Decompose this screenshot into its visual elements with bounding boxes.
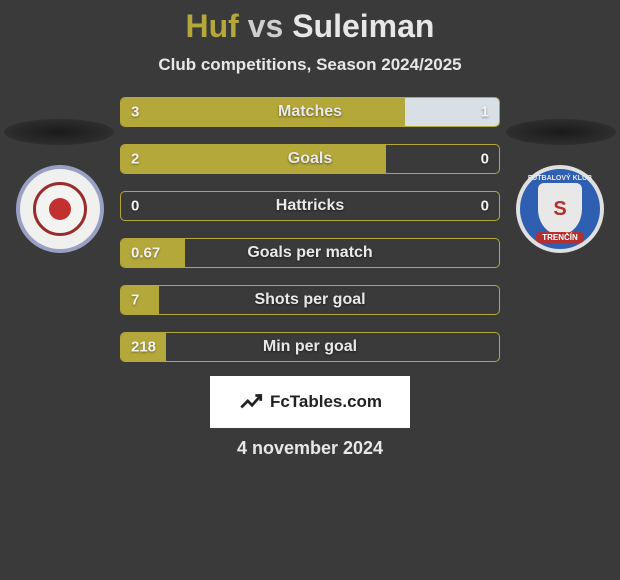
stat-label: Goals per match xyxy=(247,244,372,262)
stat-label: Goals xyxy=(288,150,332,168)
stat-value-right: 0 xyxy=(481,151,489,168)
stat-value-right: 0 xyxy=(481,198,489,215)
player1-name: Huf xyxy=(186,8,239,44)
stat-row: 0.67 Goals per match xyxy=(120,238,500,268)
stat-label: Min per goal xyxy=(263,338,357,356)
stat-value-left: 7 xyxy=(131,292,139,309)
bar-fill-left xyxy=(121,98,405,126)
attribution-text: FcTables.com xyxy=(270,392,382,412)
stat-label: Shots per goal xyxy=(254,291,365,309)
crest-left-inner xyxy=(33,182,87,236)
stat-bars: 3 1 Matches 2 0 Goals 0 0 Hattricks 0.67 Goals per… xyxy=(120,97,500,362)
bar-fill-left xyxy=(121,145,386,173)
crest-right-top: FUTBALOVÝ KLUB xyxy=(528,175,592,182)
player2-name: Suleiman xyxy=(292,8,434,44)
chart-area: FUTBALOVÝ KLUB S TRENČÍN 3 1 Matches 2 0 Goal… xyxy=(0,97,620,362)
stat-value-right: 1 xyxy=(481,104,489,121)
stat-value-left: 2 xyxy=(131,151,139,168)
stat-row: 3 1 Matches xyxy=(120,97,500,127)
stat-label: Hattricks xyxy=(276,197,344,215)
stat-row: 7 Shots per goal xyxy=(120,285,500,315)
chart-icon xyxy=(238,389,264,415)
stat-value-left: 3 xyxy=(131,104,139,121)
subtitle: Club competitions, Season 2024/2025 xyxy=(0,55,620,75)
crest-right-band: TRENČÍN xyxy=(536,232,584,243)
stat-row: 0 0 Hattricks xyxy=(120,191,500,221)
crest-right-shield: S xyxy=(538,183,582,235)
club-crest-left xyxy=(16,165,104,253)
page-title: Huf vs Suleiman xyxy=(0,8,620,45)
date-text: 4 november 2024 xyxy=(0,438,620,459)
comparison-card: Huf vs Suleiman Club competitions, Seaso… xyxy=(0,0,620,459)
stat-value-left: 0 xyxy=(131,198,139,215)
attribution-badge: FcTables.com xyxy=(210,376,410,428)
crest-left-dot xyxy=(49,198,71,220)
vs-text: vs xyxy=(248,8,284,44)
stat-row: 218 Min per goal xyxy=(120,332,500,362)
bar-fill-left xyxy=(121,286,159,314)
stat-row: 2 0 Goals xyxy=(120,144,500,174)
shadow-right xyxy=(506,119,616,145)
stat-label: Matches xyxy=(278,103,342,121)
stat-value-left: 218 xyxy=(131,339,156,356)
club-crest-right: FUTBALOVÝ KLUB S TRENČÍN xyxy=(516,165,604,253)
shadow-left xyxy=(4,119,114,145)
stat-value-left: 0.67 xyxy=(131,245,160,262)
